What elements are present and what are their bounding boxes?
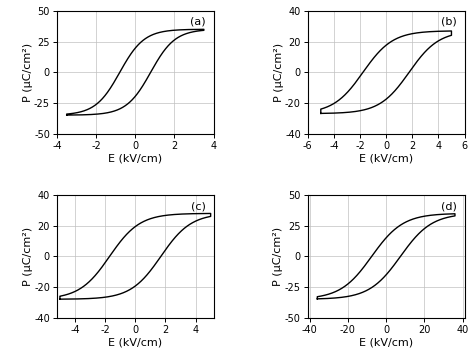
- X-axis label: E (kV/cm): E (kV/cm): [108, 153, 162, 163]
- Text: (c): (c): [191, 201, 206, 211]
- Text: (d): (d): [441, 201, 456, 211]
- X-axis label: E (kV/cm): E (kV/cm): [108, 338, 162, 347]
- X-axis label: E (kV/cm): E (kV/cm): [359, 153, 413, 163]
- Y-axis label: P (μC/cm²): P (μC/cm²): [273, 43, 283, 102]
- Text: (b): (b): [441, 17, 456, 27]
- Y-axis label: P (μC/cm²): P (μC/cm²): [23, 227, 33, 286]
- Text: (a): (a): [190, 17, 206, 27]
- X-axis label: E (kV/cm): E (kV/cm): [359, 338, 413, 347]
- Y-axis label: P (μC/cm²): P (μC/cm²): [273, 227, 283, 286]
- Y-axis label: P (μC/cm²): P (μC/cm²): [23, 43, 33, 102]
